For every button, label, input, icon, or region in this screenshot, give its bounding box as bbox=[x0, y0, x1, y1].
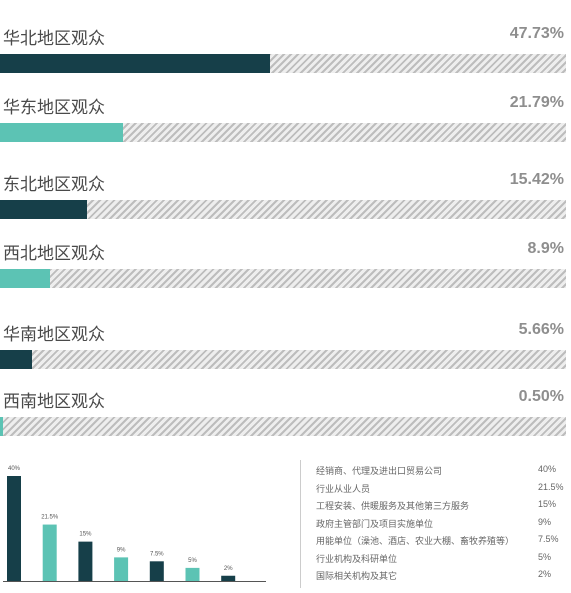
region-bar bbox=[0, 123, 124, 142]
region-value-label: 15.42% bbox=[509, 171, 564, 188]
visitor-type-bar-label: 21.5% bbox=[41, 515, 59, 521]
visitor-type-bar-label: 7.5% bbox=[150, 551, 164, 557]
region-row: 西南地区观众 0.50% bbox=[0, 387, 568, 459]
legend-label: 用能单位（澡池、酒店、农业大棚、畜牧养殖等） bbox=[316, 536, 515, 546]
legend-label: 工程安装、供暖服务及其他第三方服务 bbox=[316, 501, 470, 511]
region-bar bbox=[0, 54, 271, 73]
region-bar-track bbox=[0, 269, 566, 288]
legend-value: 40% bbox=[538, 464, 557, 474]
visitor-type-bar bbox=[149, 561, 164, 581]
visitor-type-bar-label: 5% bbox=[188, 558, 197, 564]
region-label: 华南地区观众 bbox=[3, 325, 105, 345]
region-row: 西北地区观众 8.9% bbox=[0, 239, 568, 311]
visitor-type-bar-label: 15% bbox=[79, 532, 92, 538]
region-row: 东北地区观众 15.42% bbox=[0, 170, 568, 242]
legend-value: 21.5% bbox=[538, 481, 564, 492]
region-bar bbox=[0, 200, 88, 219]
region-label: 华北地区观众 bbox=[3, 29, 105, 49]
region-value-label: 0.50% bbox=[518, 388, 564, 405]
visitor-type-section: 40% 21.5% 15% 9% 7.5% 5% 2% 经销商、代理及进出口贸易公司 40% … bbox=[0, 455, 571, 593]
region-value-label: 47.73% bbox=[509, 25, 564, 42]
region-bar bbox=[0, 269, 51, 288]
region-value-label: 21.79% bbox=[509, 94, 564, 111]
legend-item: 经销商、代理及进出口贸易公司 40% bbox=[316, 464, 566, 482]
legend-label: 政府主管部门及项目实施单位 bbox=[316, 518, 434, 529]
legend-value: 2% bbox=[538, 569, 552, 579]
divider bbox=[300, 460, 301, 588]
region-bar bbox=[0, 350, 33, 369]
region-label: 东北地区观众 bbox=[3, 175, 105, 195]
legend-item: 政府主管部门及项目实施单位 9% bbox=[316, 517, 566, 535]
region-label: 华东地区观众 bbox=[3, 98, 105, 118]
visitor-type-bar bbox=[7, 476, 21, 581]
region-bar-track bbox=[0, 200, 566, 219]
region-label: 西南地区观众 bbox=[3, 392, 105, 412]
region-bar-track bbox=[0, 350, 566, 369]
region-label: 西北地区观众 bbox=[3, 244, 105, 264]
region-row: 华东地区观众 21.79% bbox=[0, 93, 568, 165]
legend-item: 行业从业人员 21.5% bbox=[316, 482, 566, 500]
visitor-type-bar-label: 9% bbox=[117, 547, 126, 553]
legend-label: 国际相关机构及其它 bbox=[316, 571, 398, 581]
visitor-type-bar bbox=[185, 567, 200, 581]
visitor-type-bar bbox=[42, 524, 57, 581]
legend-value: 9% bbox=[538, 516, 552, 527]
visitor-type-bar bbox=[78, 541, 93, 581]
legend-value: 7.5% bbox=[538, 534, 559, 544]
legend-label: 经销商、代理及进出口贸易公司 bbox=[316, 466, 443, 476]
visitor-type-legend: 经销商、代理及进出口贸易公司 40% 行业从业人员 21.5% 工程安装、供暖服务及… bbox=[316, 464, 566, 587]
visitor-type-bar-label: 2% bbox=[224, 566, 233, 572]
region-value-label: 8.9% bbox=[527, 240, 564, 257]
visitor-type-bar bbox=[221, 575, 236, 581]
legend-item: 用能单位（澡池、酒店、农业大棚、畜牧养殖等） 7.5% bbox=[316, 534, 566, 552]
region-bar-track bbox=[0, 123, 566, 142]
region-bar bbox=[0, 417, 3, 436]
region-row: 华南地区观众 5.66% bbox=[0, 320, 568, 392]
region-row: 华北地区观众 47.73% bbox=[0, 24, 568, 96]
region-bar-track bbox=[0, 417, 566, 436]
legend-value: 5% bbox=[538, 551, 552, 562]
legend-label: 行业从业人员 bbox=[316, 483, 371, 494]
legend-item: 国际相关机构及其它 2% bbox=[316, 569, 566, 587]
region-bar-track bbox=[0, 54, 566, 73]
visitor-type-bar-chart: 40% 21.5% 15% 9% 7.5% 5% 2% bbox=[3, 466, 266, 582]
region-value-label: 5.66% bbox=[518, 321, 564, 338]
visitor-type-bar bbox=[114, 557, 129, 581]
legend-label: 行业机构及科研单位 bbox=[316, 553, 398, 564]
legend-item: 工程安装、供暖服务及其他第三方服务 15% bbox=[316, 499, 566, 517]
legend-value: 15% bbox=[538, 499, 557, 509]
visitor-type-bar-label: 40% bbox=[8, 466, 21, 472]
legend-item: 行业机构及科研单位 5% bbox=[316, 552, 566, 570]
